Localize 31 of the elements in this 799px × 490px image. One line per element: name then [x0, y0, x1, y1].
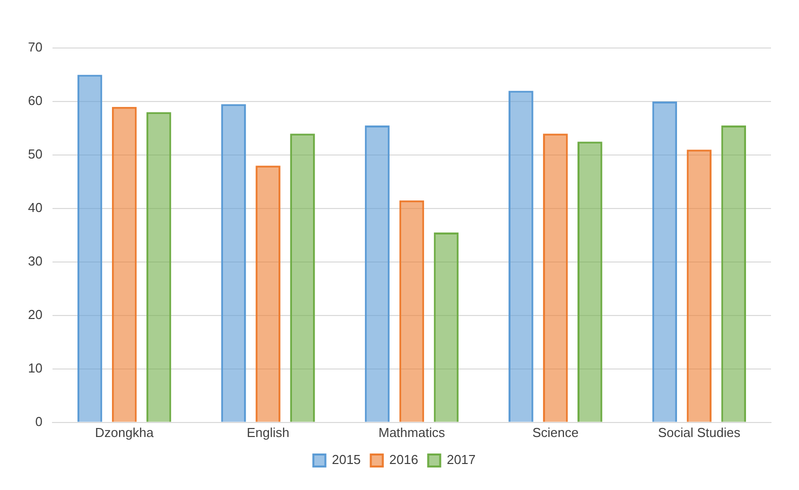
- y-tick-label: 20: [28, 307, 42, 322]
- x-tick-label: Mathmatics: [378, 424, 446, 440]
- y-tick-label: 10: [28, 360, 42, 376]
- bar: [578, 142, 602, 422]
- bar: [721, 126, 746, 422]
- bar: [290, 134, 315, 422]
- x-tick-label: Dzongkha: [95, 424, 154, 440]
- bar: [543, 134, 568, 422]
- x-tick-label: English: [246, 424, 290, 440]
- bar: [686, 150, 712, 422]
- y-tick-label: 50: [28, 146, 42, 162]
- bar: [221, 104, 246, 422]
- y-tick-label: 40: [28, 200, 42, 216]
- legend-label: 2016: [389, 452, 418, 468]
- y-tick-label: 60: [28, 93, 42, 108]
- bar: [77, 74, 102, 422]
- bar: [256, 166, 280, 422]
- bar: [399, 200, 424, 422]
- bar: [508, 90, 534, 422]
- bar: [652, 101, 678, 422]
- x-tick-label: Social Studies: [658, 424, 741, 440]
- legend-label: 2017: [446, 452, 476, 468]
- bar: [364, 126, 390, 422]
- bar: [112, 106, 137, 422]
- legend-label: 2015: [332, 452, 361, 468]
- y-tick-label: 0: [35, 414, 42, 429]
- x-tick-label: Science: [532, 424, 579, 440]
- y-tick-label: 30: [28, 254, 42, 269]
- bar: [434, 232, 459, 422]
- bar: [146, 112, 172, 422]
- y-tick-label: 70: [28, 40, 42, 55]
